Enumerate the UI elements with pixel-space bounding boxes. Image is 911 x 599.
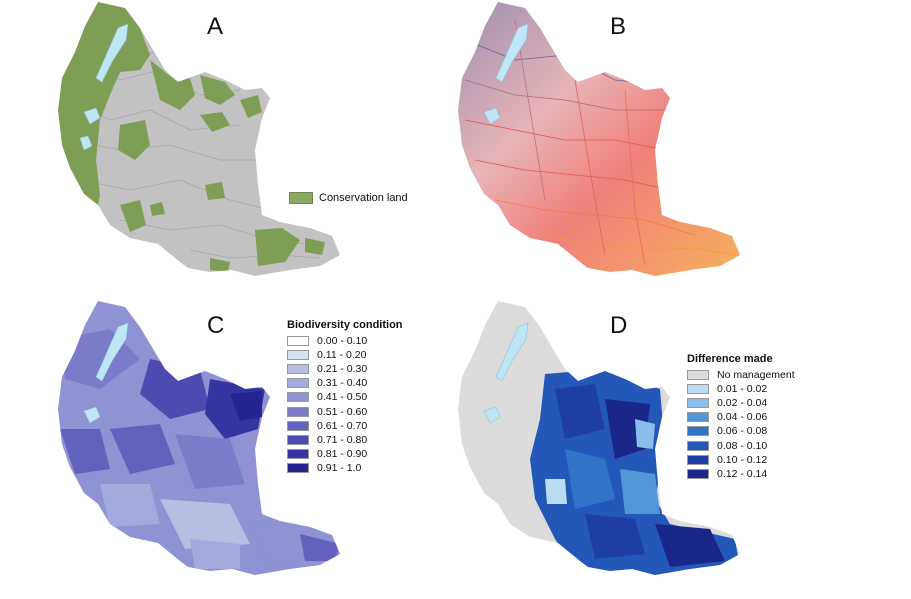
legend-swatch: [287, 350, 309, 361]
legend-swatch: [687, 454, 709, 465]
panel-label-d: D: [610, 312, 628, 339]
legend-label: 0.10 - 0.12: [717, 453, 768, 466]
legend-swatch: [287, 378, 309, 389]
map-panel-c: C Biodiversity condition 0.00 - 0.10 0.1…: [0, 299, 455, 598]
legend-label: 0.21 - 0.30: [317, 363, 368, 376]
legend-item: 0.81 - 0.90: [287, 447, 403, 461]
legend-item: 0.02 - 0.04: [687, 396, 795, 410]
legend-item: 0.12 - 0.14: [687, 467, 795, 481]
legend-label: 0.02 - 0.04: [717, 397, 768, 410]
legend-item: No management: [687, 368, 795, 382]
lakes: [483, 322, 529, 424]
legend-swatch: [287, 336, 309, 347]
legend-swatch: [287, 448, 309, 459]
legend-title: Biodiversity condition: [287, 319, 403, 331]
panel-label-c: C: [207, 312, 225, 339]
river-network-map: [458, 2, 740, 276]
legend-item: 0.51 - 0.60: [287, 404, 403, 418]
legend-label: 0.71 - 0.80: [317, 433, 368, 446]
legend-swatch: [287, 462, 309, 473]
legend-item: 0.91 - 1.0: [287, 461, 403, 475]
legend-item: 0.00 - 0.10: [287, 334, 403, 348]
conservation-land-areas: [58, 2, 325, 272]
legend-item: 0.61 - 0.70: [287, 419, 403, 433]
legend-label: 0.12 - 0.14: [717, 467, 768, 480]
legend-items: No management 0.01 - 0.02 0.02 - 0.04 0.…: [687, 368, 795, 481]
legend-swatch: [687, 370, 709, 381]
legend-swatch: [289, 192, 313, 204]
legend-biodiversity: Biodiversity condition 0.00 - 0.10 0.11 …: [287, 319, 403, 475]
legend-label: 0.01 - 0.02: [717, 383, 768, 396]
legend-difference: Difference made No management 0.01 - 0.0…: [687, 353, 795, 481]
legend-item: 0.06 - 0.08: [687, 424, 795, 438]
condition-patches: [60, 329, 340, 569]
lakes: [483, 23, 529, 125]
map-panel-d: D Difference made No management 0.01 - 0…: [455, 299, 910, 598]
legend-item: 0.08 - 0.10: [687, 438, 795, 452]
lakes: [79, 23, 129, 151]
river-catchments: [458, 2, 740, 276]
conservation-map: [58, 2, 340, 276]
legend-swatch: [687, 398, 709, 409]
panel-label-a: A: [207, 13, 224, 40]
legend-label: 0.31 - 0.40: [317, 377, 368, 390]
legend-swatch: [687, 468, 709, 479]
difference-patches: [530, 369, 740, 575]
legend-label: 0.91 - 1.0: [317, 461, 362, 474]
legend-label: 0.00 - 0.10: [317, 335, 368, 348]
legend-label: No management: [717, 369, 795, 382]
legend-swatch: [687, 412, 709, 423]
legend-label: 0.06 - 0.08: [717, 425, 768, 438]
legend-item: Conservation land: [289, 191, 408, 205]
legend-label: 0.61 - 0.70: [317, 419, 368, 432]
legend-item: 0.31 - 0.40: [287, 376, 403, 390]
legend-label: 0.41 - 0.50: [317, 391, 368, 404]
legend-item: 0.01 - 0.02: [687, 382, 795, 396]
legend-label: 0.11 - 0.20: [317, 349, 367, 362]
difference-made-map: [458, 301, 740, 575]
legend-item: 0.04 - 0.06: [687, 410, 795, 424]
legend-items: 0.00 - 0.10 0.11 - 0.20 0.21 - 0.30 0.31…: [287, 334, 403, 475]
lakes: [83, 322, 129, 424]
legend-item: 0.10 - 0.12: [687, 453, 795, 467]
legend-swatch: [687, 440, 709, 451]
legend-item: 0.71 - 0.80: [287, 433, 403, 447]
legend-swatch: [287, 392, 309, 403]
legend-label: Conservation land: [319, 192, 408, 204]
legend-conservation: Conservation land: [289, 191, 408, 205]
biodiversity-condition-map: [58, 301, 340, 575]
panel-label-b: B: [610, 13, 627, 40]
legend-swatch: [287, 434, 309, 445]
legend-swatch: [687, 384, 709, 395]
map-panel-a: A Conservation land: [0, 0, 455, 299]
legend-item: 0.21 - 0.30: [287, 362, 403, 376]
legend-swatch: [287, 406, 309, 417]
legend-swatch: [687, 426, 709, 437]
legend-label: 0.04 - 0.06: [717, 411, 768, 424]
legend-title: Difference made: [687, 353, 773, 365]
legend-label: 0.51 - 0.60: [317, 405, 368, 418]
legend-swatch: [287, 364, 309, 375]
map-panel-b: B: [455, 0, 910, 299]
legend-label: 0.08 - 0.10: [717, 439, 768, 452]
legend-item: 0.11 - 0.20: [287, 348, 403, 362]
legend-swatch: [287, 420, 309, 431]
legend-item: 0.41 - 0.50: [287, 390, 403, 404]
legend-label: 0.81 - 0.90: [317, 447, 368, 460]
